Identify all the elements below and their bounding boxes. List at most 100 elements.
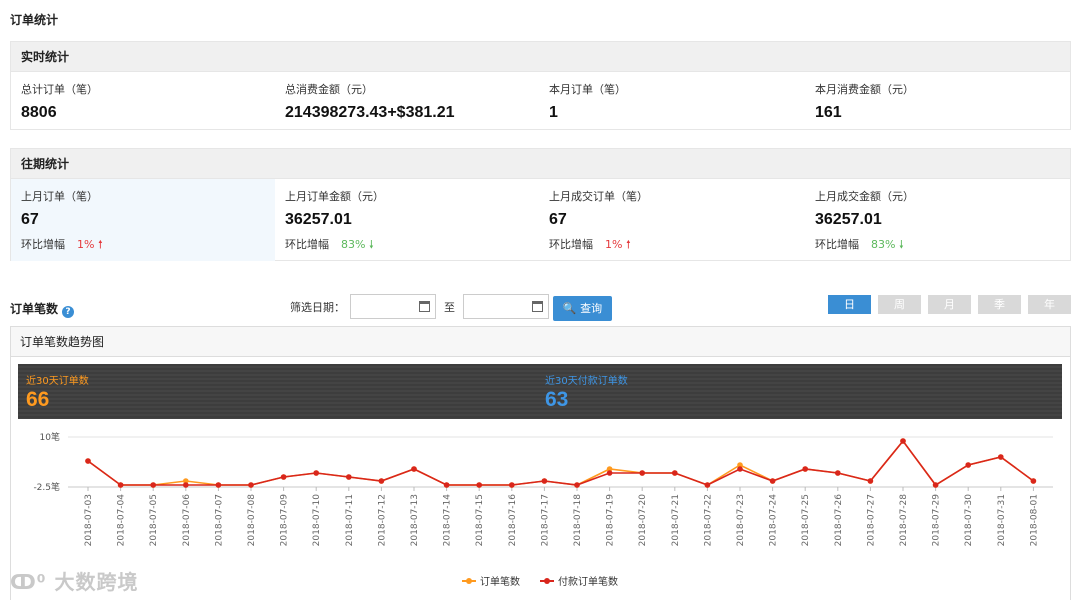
legend-item-paid-orders[interactable]: 付款订单笔数 [540, 573, 618, 588]
data-point-paid-orders [802, 466, 808, 472]
realtime-stats-panel: 实时统计 总计订单（笔） 8806 总消费金额（元） 214398273.43+… [10, 41, 1071, 130]
x-tick-label: 2018-07-26 [834, 494, 844, 547]
period-month-button[interactable]: 月 [928, 295, 971, 314]
x-tick-label: 2018-07-20 [638, 494, 648, 547]
data-point-paid-orders [411, 466, 417, 472]
calendar-icon[interactable] [419, 301, 430, 312]
stat-label: 本月消费金额（元） [815, 83, 914, 96]
stat-total-amount: 总消费金额（元） 214398273.43+$381.21 [275, 72, 539, 130]
x-tick-label: 2018-07-21 [671, 494, 681, 546]
stat-value: 36257.01 [815, 211, 882, 228]
trend-chart-panel: 订单笔数趋势图 [10, 326, 1071, 600]
data-point-paid-orders [1030, 478, 1037, 484]
stat-label: 上月成交金额（元） [815, 190, 914, 203]
stat-label: 本月订单（笔） [549, 83, 626, 96]
data-point-paid-orders [443, 482, 450, 488]
x-tick-label: 2018-07-15 [475, 494, 485, 546]
data-point-paid-orders [85, 458, 91, 464]
stat-30day-orders: 近30天订单数 66 [26, 372, 89, 412]
data-point-paid-orders [639, 470, 645, 476]
stat-last-month-orders: 上月订单（笔） 67 环比增幅 1% 🠕 [11, 179, 275, 261]
query-button[interactable]: 🔍 查询 [553, 296, 612, 321]
chart-legend: 订单笔数 付款订单笔数 [462, 573, 618, 588]
page-title: 订单统计 [10, 13, 59, 27]
period-week-button[interactable]: 周 [878, 295, 921, 314]
start-date-input[interactable] [350, 294, 436, 319]
legend-marker [462, 577, 476, 585]
trend-line-chart: 10笔 -2.5笔 2018-07-03 2018-07-04 2018-07-05 20… [33, 431, 1053, 547]
stat-value: 36257.01 [285, 211, 352, 228]
x-tick-label: 2018-07-25 [801, 494, 811, 546]
arrow-up-icon: 🠕 [625, 238, 631, 251]
stat-value: 67 [549, 211, 567, 228]
data-point-paid-orders [150, 482, 156, 488]
period-year-button[interactable]: 年 [1028, 295, 1071, 314]
change-percent: 83% [871, 238, 896, 251]
x-tick-label: 2018-07-31 [997, 494, 1007, 546]
stat-last-month-deal-amount: 上月成交金额（元） 36257.01 环比增幅 83% 🠗 [805, 179, 1070, 261]
data-point-paid-orders [509, 482, 515, 488]
watermark-logo: ↀ⁰ 大数跨境 [10, 570, 139, 594]
stat-total-orders: 总计订单（笔） 8806 [11, 72, 275, 130]
data-point-paid-orders [541, 478, 548, 484]
legend-item-orders[interactable]: 订单笔数 [462, 573, 520, 588]
x-tick-label: 2018-07-18 [573, 494, 583, 547]
data-point-paid-orders [965, 462, 971, 468]
data-point-paid-orders [900, 438, 906, 444]
change-label: 环比增幅 [285, 238, 329, 251]
data-point-paid-orders [215, 482, 222, 488]
x-tick-label: 2018-07-04 [117, 494, 127, 547]
legend-label: 付款订单笔数 [558, 577, 618, 588]
x-tick-label: 2018-07-08 [247, 494, 257, 547]
stat-value: 8806 [21, 104, 57, 121]
stat-value: 214398273.43+$381.21 [285, 104, 455, 121]
data-point-orders [737, 462, 743, 468]
stat-last-month-amount: 上月订单金额（元） 36257.01 环比增幅 83% 🠗 [275, 179, 539, 261]
data-point-orders [606, 466, 613, 472]
period-quarter-button[interactable]: 季 [978, 295, 1021, 314]
calendar-icon[interactable] [532, 301, 543, 312]
period-day-button[interactable]: 日 [828, 295, 871, 314]
data-point-paid-orders [313, 470, 320, 476]
x-tick-label: 2018-07-07 [214, 494, 224, 546]
data-point-paid-orders [672, 470, 678, 476]
data-point-paid-orders [117, 482, 124, 488]
legend-label: 订单笔数 [480, 577, 520, 588]
stat-change: 环比增幅 83% 🠗 [815, 236, 1060, 255]
data-point-paid-orders [280, 474, 287, 480]
x-tick-label: 2018-08-01 [1029, 494, 1039, 546]
x-tick-label: 2018-07-12 [377, 494, 387, 546]
history-stats-panel: 往期统计 上月订单（笔） 67 环比增幅 1% 🠕 上月订单金额（元） 36257… [10, 148, 1071, 261]
series-line-paid-orders [87, 439, 1034, 487]
data-point-paid-orders [737, 466, 743, 472]
filter-date-label: 筛选日期： [290, 301, 345, 314]
data-point-paid-orders [932, 482, 939, 488]
stat-30day-orders-value: 66 [26, 388, 50, 411]
x-tick-label: 2018-07-23 [736, 494, 746, 546]
x-tick-label: 2018-07-09 [280, 494, 290, 547]
x-tick-label: 2018-07-14 [443, 494, 453, 547]
stat-value: 67 [21, 211, 39, 228]
x-tick-label: 2018-07-16 [508, 494, 518, 547]
end-date-input[interactable] [463, 294, 549, 319]
question-circle-icon[interactable]: ? [62, 306, 75, 318]
x-tick-label: 2018-07-17 [540, 494, 550, 546]
change-label: 环比增幅 [815, 238, 859, 251]
stat-month-amount: 本月消费金额（元） 161 [805, 72, 1070, 130]
change-label: 环比增幅 [21, 238, 65, 251]
x-tick-label: 2018-07-05 [149, 494, 159, 546]
y-tick-label: -2.5笔 [33, 481, 60, 493]
change-percent: 1% [77, 238, 95, 251]
stat-value: 1 [549, 104, 558, 121]
data-point-paid-orders [346, 474, 352, 480]
change-percent: 1% [605, 238, 623, 251]
stat-change: 环比增幅 83% 🠗 [285, 236, 529, 255]
y-tick-label: 10笔 [40, 431, 60, 443]
stat-label: 上月成交订单（笔） [549, 190, 648, 203]
orders-section-title: 订单笔数? [10, 300, 75, 318]
data-point-orders [183, 478, 189, 484]
data-point-paid-orders [835, 470, 841, 476]
x-tick-label: 2018-07-24 [769, 494, 779, 547]
legend-marker [540, 577, 554, 585]
stat-change: 环比增幅 1% 🠕 [549, 236, 795, 255]
